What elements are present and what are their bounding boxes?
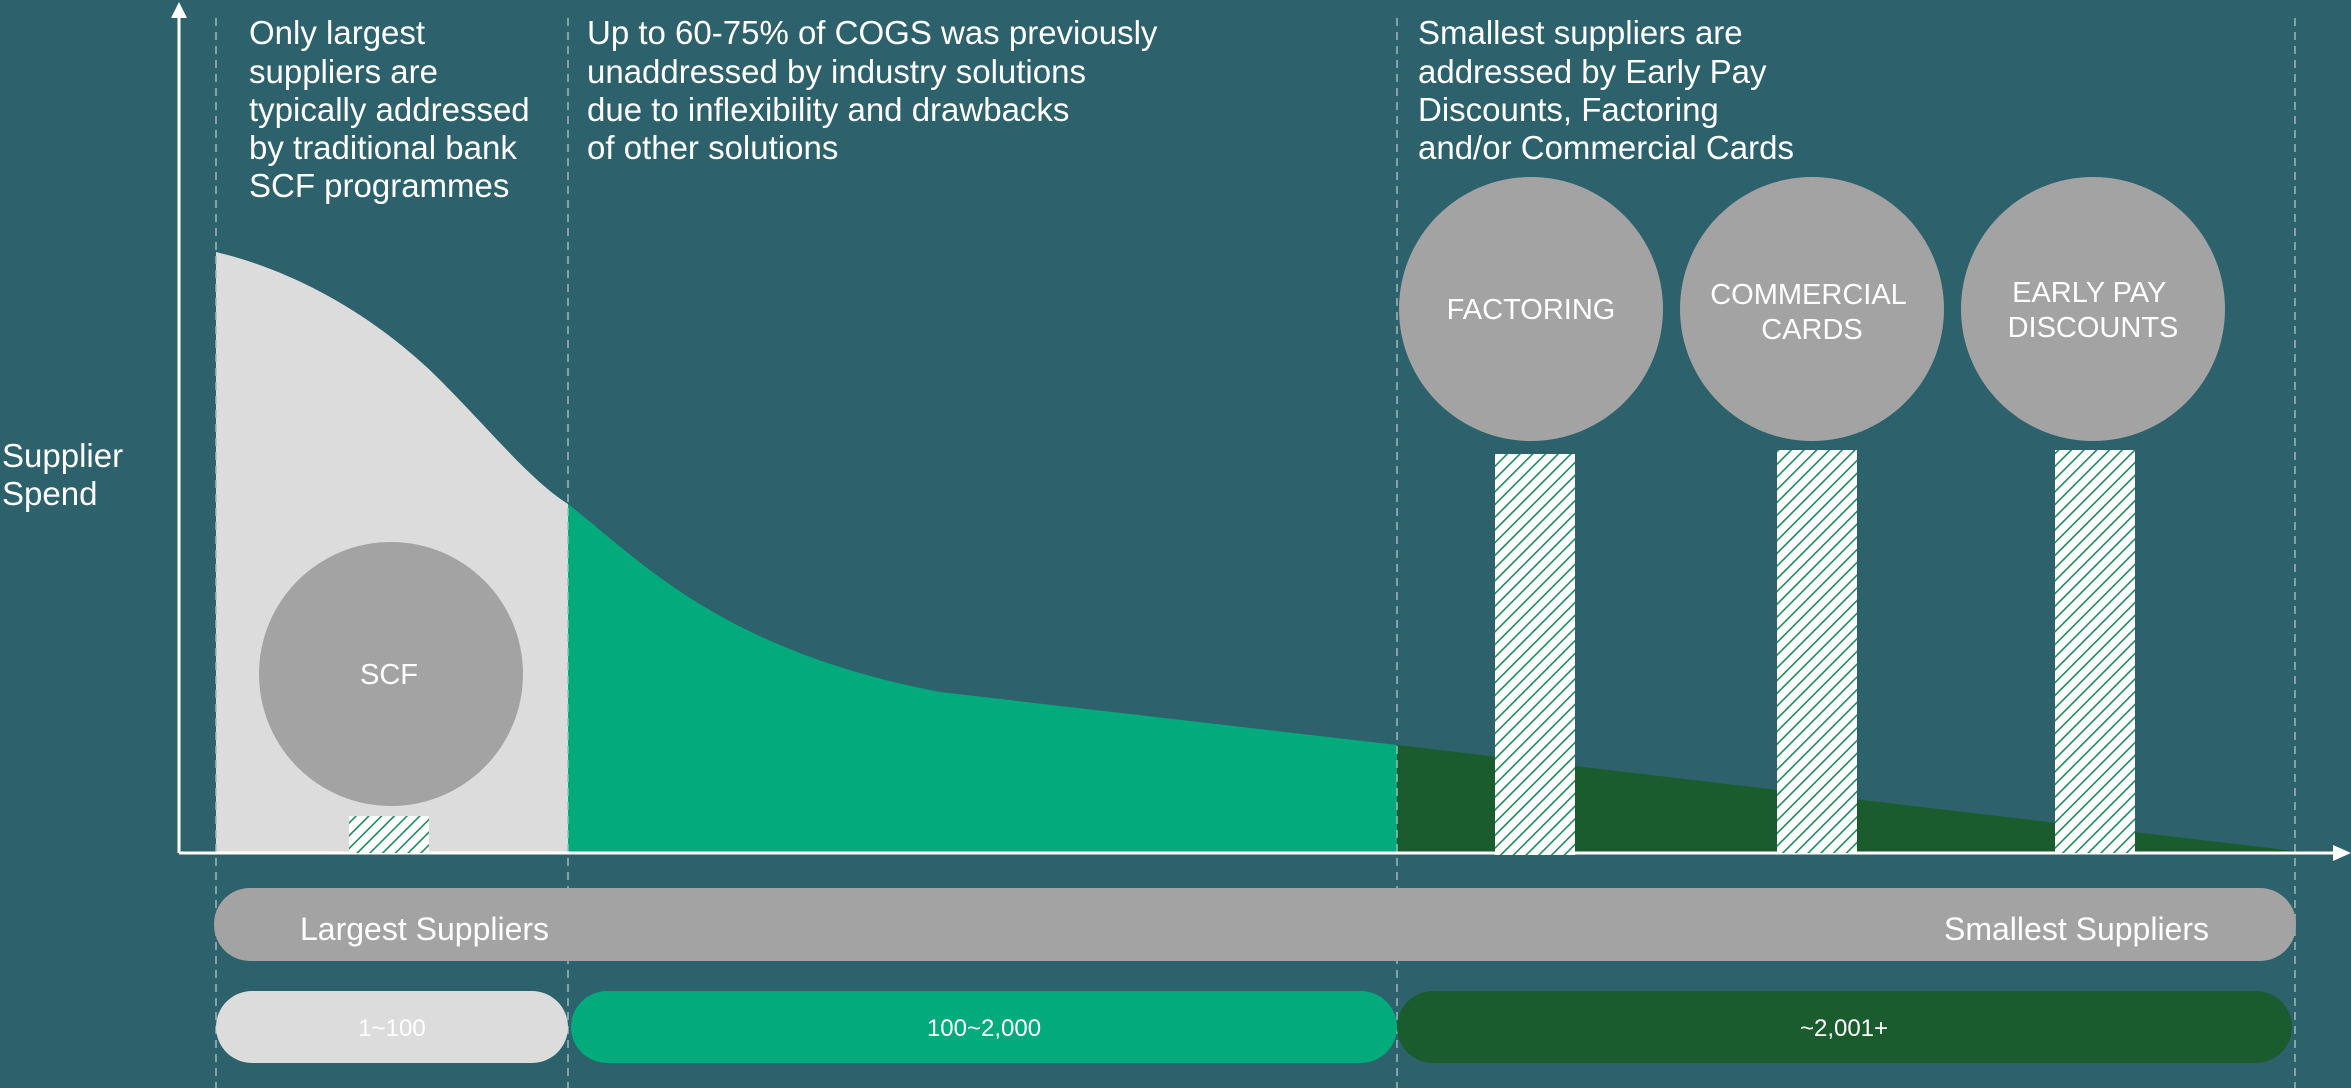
y-axis-label-line: Spend <box>2 475 97 512</box>
y-axis-label-line: Supplier <box>2 437 123 474</box>
early-pay-discounts-circle <box>1961 177 2225 441</box>
x-axis-arrow <box>2333 845 2351 861</box>
segment-100-2000 <box>571 991 1397 1063</box>
segment-2001-plus-label: ~2,001+ <box>1800 1015 1888 1042</box>
annotation-largest: Only largest suppliers are typically add… <box>249 14 539 204</box>
factoring-circle <box>1399 177 1663 441</box>
scf-circle <box>259 542 523 806</box>
cards-stem <box>1777 450 1857 853</box>
commercial-cards-circle <box>1680 177 1944 441</box>
commercial-cards-label: COMMERCIAL CARDS <box>1710 279 1914 346</box>
annotation-smallest: Smallest suppliers are addressed by Earl… <box>1418 14 1794 166</box>
supplier-size-bar <box>214 888 2296 961</box>
smallest-suppliers-label: Smallest Suppliers <box>1944 911 2209 947</box>
scf-label: SCF <box>360 659 418 691</box>
annotation-middle: Up to 60-75% of COGS was previously unad… <box>587 14 1167 166</box>
factoring-label: FACTORING <box>1447 294 1616 326</box>
segment-1-100 <box>216 991 568 1063</box>
y-axis-label: Supplier Spend <box>2 437 132 512</box>
factoring-stem <box>1495 454 1575 855</box>
y-axis-arrow <box>171 2 187 18</box>
scf-stem <box>349 816 429 853</box>
epd-stem <box>2055 450 2135 853</box>
segment-2001-plus <box>1397 991 2292 1063</box>
mid-suppliers-region <box>568 504 1397 853</box>
largest-suppliers-label: Largest Suppliers <box>300 911 549 947</box>
early-pay-discounts-label: EARLY PAY DISCOUNTS <box>2008 277 2179 344</box>
segment-1-100-label: 1~100 <box>358 1015 425 1042</box>
segment-100-2000-label: 100~2,000 <box>927 1015 1041 1042</box>
